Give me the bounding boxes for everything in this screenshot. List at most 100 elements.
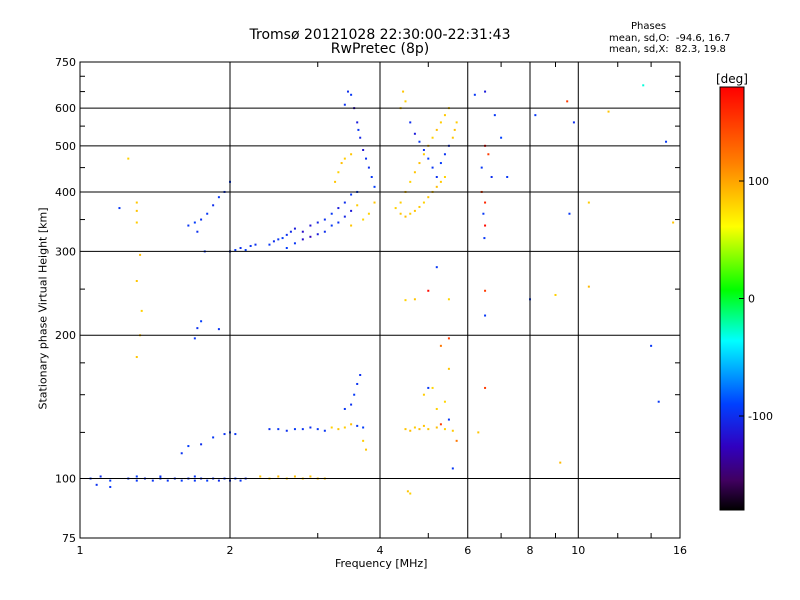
data-point <box>439 180 442 183</box>
data-point <box>343 157 346 160</box>
colorbar: [deg] 100 0 -100 <box>716 72 773 511</box>
data-point <box>309 224 312 227</box>
data-point <box>316 221 319 224</box>
chart-subtitle: RwPretec (8p) <box>330 41 430 57</box>
data-point <box>135 201 138 204</box>
data-point <box>409 180 412 183</box>
data-point <box>223 433 226 436</box>
data-point <box>353 393 356 396</box>
data-point <box>418 205 421 208</box>
data-point <box>330 212 333 215</box>
x-tick-label: 4 <box>377 544 384 557</box>
colorbar-label: [deg] <box>716 72 748 86</box>
data-point <box>451 467 454 470</box>
data-point <box>272 240 275 243</box>
y-tick-label: 300 <box>55 245 76 258</box>
data-point <box>346 90 349 93</box>
phases-title: Phases <box>631 21 667 32</box>
data-point <box>650 344 653 347</box>
data-point <box>140 309 143 312</box>
data-point <box>362 426 365 429</box>
data-point <box>193 475 196 478</box>
data-point <box>316 428 319 431</box>
data-point <box>427 157 430 160</box>
data-point <box>99 475 102 478</box>
x-tick-label: 8 <box>527 544 534 557</box>
data-point <box>559 461 562 464</box>
data-point <box>343 215 346 218</box>
data-point <box>293 242 296 245</box>
phases-mean-x: mean, sd,X: 82.3, 19.8 <box>609 44 726 55</box>
data-point <box>196 327 199 330</box>
data-point <box>95 483 98 486</box>
data-point <box>109 485 112 488</box>
data-point <box>330 426 333 429</box>
data-point <box>443 153 446 156</box>
data-point <box>427 289 430 292</box>
data-point <box>418 162 421 165</box>
colorbar-tick-label: -100 <box>748 410 773 423</box>
data-point <box>413 298 416 301</box>
data-point <box>193 337 196 340</box>
data-point <box>435 426 438 429</box>
data-point <box>422 153 425 156</box>
data-point <box>554 293 557 296</box>
data-point <box>413 209 416 212</box>
data-point <box>484 201 487 204</box>
data-point <box>127 157 130 160</box>
data-point <box>418 140 421 143</box>
data-point <box>343 103 346 106</box>
data-point <box>566 100 569 103</box>
data-point <box>239 247 242 250</box>
data-point <box>337 221 340 224</box>
data-point <box>277 238 280 241</box>
data-point <box>435 128 438 131</box>
data-point <box>473 93 476 96</box>
data-point <box>337 171 340 174</box>
data-point <box>443 400 446 403</box>
x-tick-label: 2 <box>227 544 234 557</box>
data-point <box>217 328 220 331</box>
data-point <box>362 148 365 151</box>
data-point <box>394 207 397 210</box>
data-point <box>506 175 509 178</box>
data-point <box>657 400 660 403</box>
data-point <box>451 136 454 139</box>
data-point <box>373 185 376 188</box>
data-point <box>301 238 304 241</box>
data-point <box>427 386 430 389</box>
data-point <box>451 429 454 432</box>
data-point <box>118 207 121 210</box>
data-point <box>404 215 407 218</box>
data-point <box>217 196 220 199</box>
data-point <box>249 244 252 247</box>
data-point <box>350 209 353 212</box>
data-point <box>356 121 359 124</box>
data-point <box>447 337 450 340</box>
data-point <box>196 230 199 233</box>
data-point <box>330 224 333 227</box>
data-point <box>151 479 154 482</box>
data-point <box>309 235 312 238</box>
data-point <box>234 433 237 436</box>
data-point <box>343 201 346 204</box>
data-point <box>350 224 353 227</box>
data-point <box>268 428 271 431</box>
data-point <box>572 121 575 124</box>
data-point <box>404 428 407 431</box>
data-point <box>301 428 304 431</box>
x-tick-label: 1 <box>77 544 84 557</box>
data-point <box>493 114 496 117</box>
data-point <box>413 132 416 135</box>
data-point <box>293 227 296 230</box>
data-point <box>316 233 319 236</box>
data-point <box>435 266 438 269</box>
data-point <box>665 140 668 143</box>
colorbar-tick-label: 100 <box>748 175 769 188</box>
y-axis-label: Stationary phase Virtual Height [km] <box>36 207 50 410</box>
data-point <box>350 423 353 426</box>
data-point <box>239 479 242 482</box>
data-point <box>323 230 326 233</box>
data-point <box>293 428 296 431</box>
x-tick-label: 16 <box>673 544 687 557</box>
